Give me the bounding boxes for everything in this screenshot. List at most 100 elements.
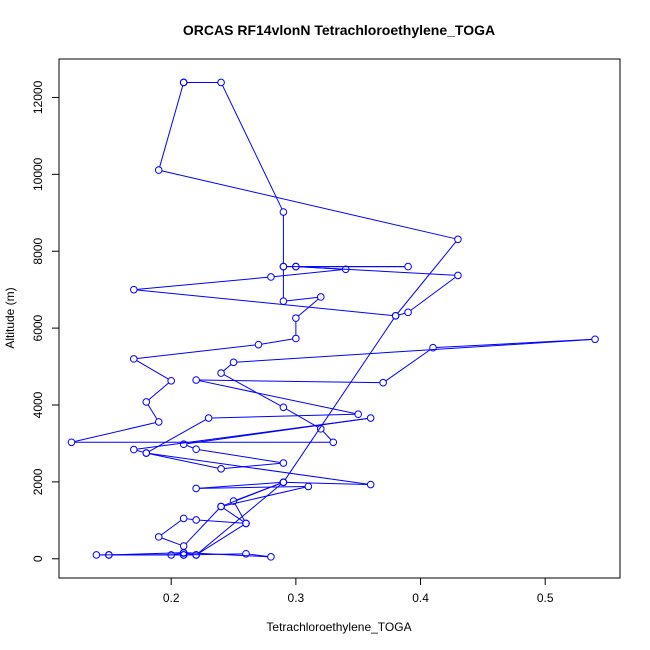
- data-point: [317, 425, 325, 433]
- series-segment: [234, 503, 245, 521]
- series-segment: [224, 462, 281, 470]
- series-segment: [261, 338, 293, 345]
- series-segment: [137, 289, 393, 316]
- data-point: [242, 549, 250, 558]
- series-segment: [185, 508, 220, 545]
- data-point: [192, 376, 200, 384]
- series-layer: [67, 78, 599, 561]
- data-point: [267, 553, 275, 561]
- series-segment: [274, 269, 343, 278]
- data-point: [217, 369, 225, 377]
- data-point: [179, 440, 188, 449]
- series-segment: [223, 374, 281, 407]
- data-point: [217, 502, 225, 511]
- data-point: [404, 262, 412, 271]
- series-segment: [199, 449, 281, 464]
- data-point: [229, 497, 238, 505]
- data-point: [279, 459, 288, 467]
- data-point: [591, 335, 599, 344]
- series-segment: [211, 413, 355, 419]
- series-segment: [299, 266, 343, 270]
- data-point: [354, 410, 363, 419]
- series-segment: [397, 241, 457, 314]
- series-segment: [286, 481, 368, 485]
- chart-title: ORCAS RF14vlonN Tetrachloroethylene_TOGA: [183, 22, 495, 38]
- data-point: [154, 418, 163, 426]
- data-point: [454, 271, 462, 280]
- x-tick-label: 0.4: [412, 591, 429, 605]
- data-point: [279, 403, 288, 412]
- data-point: [242, 519, 250, 528]
- series-segment: [398, 312, 406, 316]
- x-axis-label: Tetrachloroethylene_TOGA: [266, 620, 411, 634]
- data-point: [167, 376, 175, 385]
- series-segment: [222, 85, 283, 210]
- data-point: [341, 265, 350, 274]
- data-point: [167, 551, 175, 559]
- data-point: [454, 235, 462, 244]
- series-segment: [286, 296, 318, 302]
- data-point: [142, 398, 151, 406]
- series-segment: [198, 484, 282, 554]
- series-segment: [186, 518, 193, 521]
- data-point: [391, 312, 400, 320]
- series-segment: [147, 404, 158, 420]
- data-point: [279, 208, 288, 216]
- y-tick-label: 8000: [31, 238, 45, 265]
- data-point: [154, 166, 163, 174]
- data-point: [179, 551, 188, 559]
- data-point: [279, 478, 288, 487]
- data-point: [67, 438, 76, 447]
- series-segment: [199, 482, 281, 489]
- data-point: [267, 273, 275, 281]
- data-point: [292, 314, 300, 322]
- data-point: [279, 262, 288, 271]
- series-segment: [136, 449, 144, 453]
- series-segment: [186, 553, 193, 555]
- series-segment: [286, 408, 319, 428]
- data-point: [229, 358, 238, 367]
- series-segment: [199, 380, 356, 415]
- series-segment: [161, 170, 455, 240]
- series-segment: [136, 360, 169, 380]
- y-axis-label: Altitude (m): [3, 287, 17, 348]
- data-point: [192, 551, 200, 559]
- series-segment: [224, 486, 306, 507]
- data-point: [130, 355, 138, 363]
- series-segment: [322, 430, 332, 441]
- series-segment: [385, 349, 431, 382]
- y-tick-label: 0: [31, 555, 45, 562]
- data-point: [179, 78, 188, 87]
- data-point: [254, 340, 263, 349]
- data-point: [217, 465, 225, 473]
- x-tick-label: 0.5: [537, 591, 554, 605]
- series-segment: [161, 519, 182, 536]
- data-point: [279, 297, 288, 306]
- series-segment: [199, 379, 380, 384]
- x-axis: 0.2 0.3 0.4 0.5: [163, 577, 554, 605]
- y-tick-label: 6000: [31, 314, 45, 341]
- data-point: [317, 293, 325, 301]
- data-point: [429, 343, 437, 352]
- series-segment: [148, 382, 170, 401]
- data-point: [366, 414, 375, 422]
- series-segment: [149, 453, 218, 469]
- series-segment: [236, 482, 281, 501]
- series-segment: [186, 444, 194, 449]
- series-segment: [174, 553, 181, 555]
- y-tick-label: 10000: [31, 157, 45, 191]
- data-point: [179, 548, 188, 557]
- data-point: [404, 308, 412, 317]
- series-segment: [199, 486, 306, 489]
- series-segment: [223, 507, 244, 522]
- x-tick-label: 0.2: [163, 591, 180, 605]
- data-point: [142, 449, 151, 457]
- series-segment: [198, 524, 244, 554]
- series-segment: [223, 364, 232, 372]
- y-axis: 0 2000 4000 6000 8000 10000 12000: [31, 80, 60, 562]
- data-point: [154, 533, 163, 541]
- data-point: [366, 480, 375, 489]
- series-segment: [74, 422, 156, 443]
- data-point: [92, 551, 101, 559]
